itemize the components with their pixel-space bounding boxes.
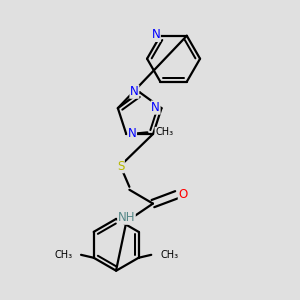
Text: NH: NH (118, 211, 135, 224)
Text: N: N (128, 127, 136, 140)
Text: O: O (178, 188, 188, 201)
Text: CH₃: CH₃ (160, 250, 178, 260)
Text: CH₃: CH₃ (54, 250, 72, 260)
Text: S: S (117, 160, 124, 173)
Text: N: N (151, 101, 160, 114)
Text: N: N (130, 85, 139, 98)
Text: N: N (152, 28, 160, 41)
Text: CH₃: CH₃ (155, 128, 173, 137)
